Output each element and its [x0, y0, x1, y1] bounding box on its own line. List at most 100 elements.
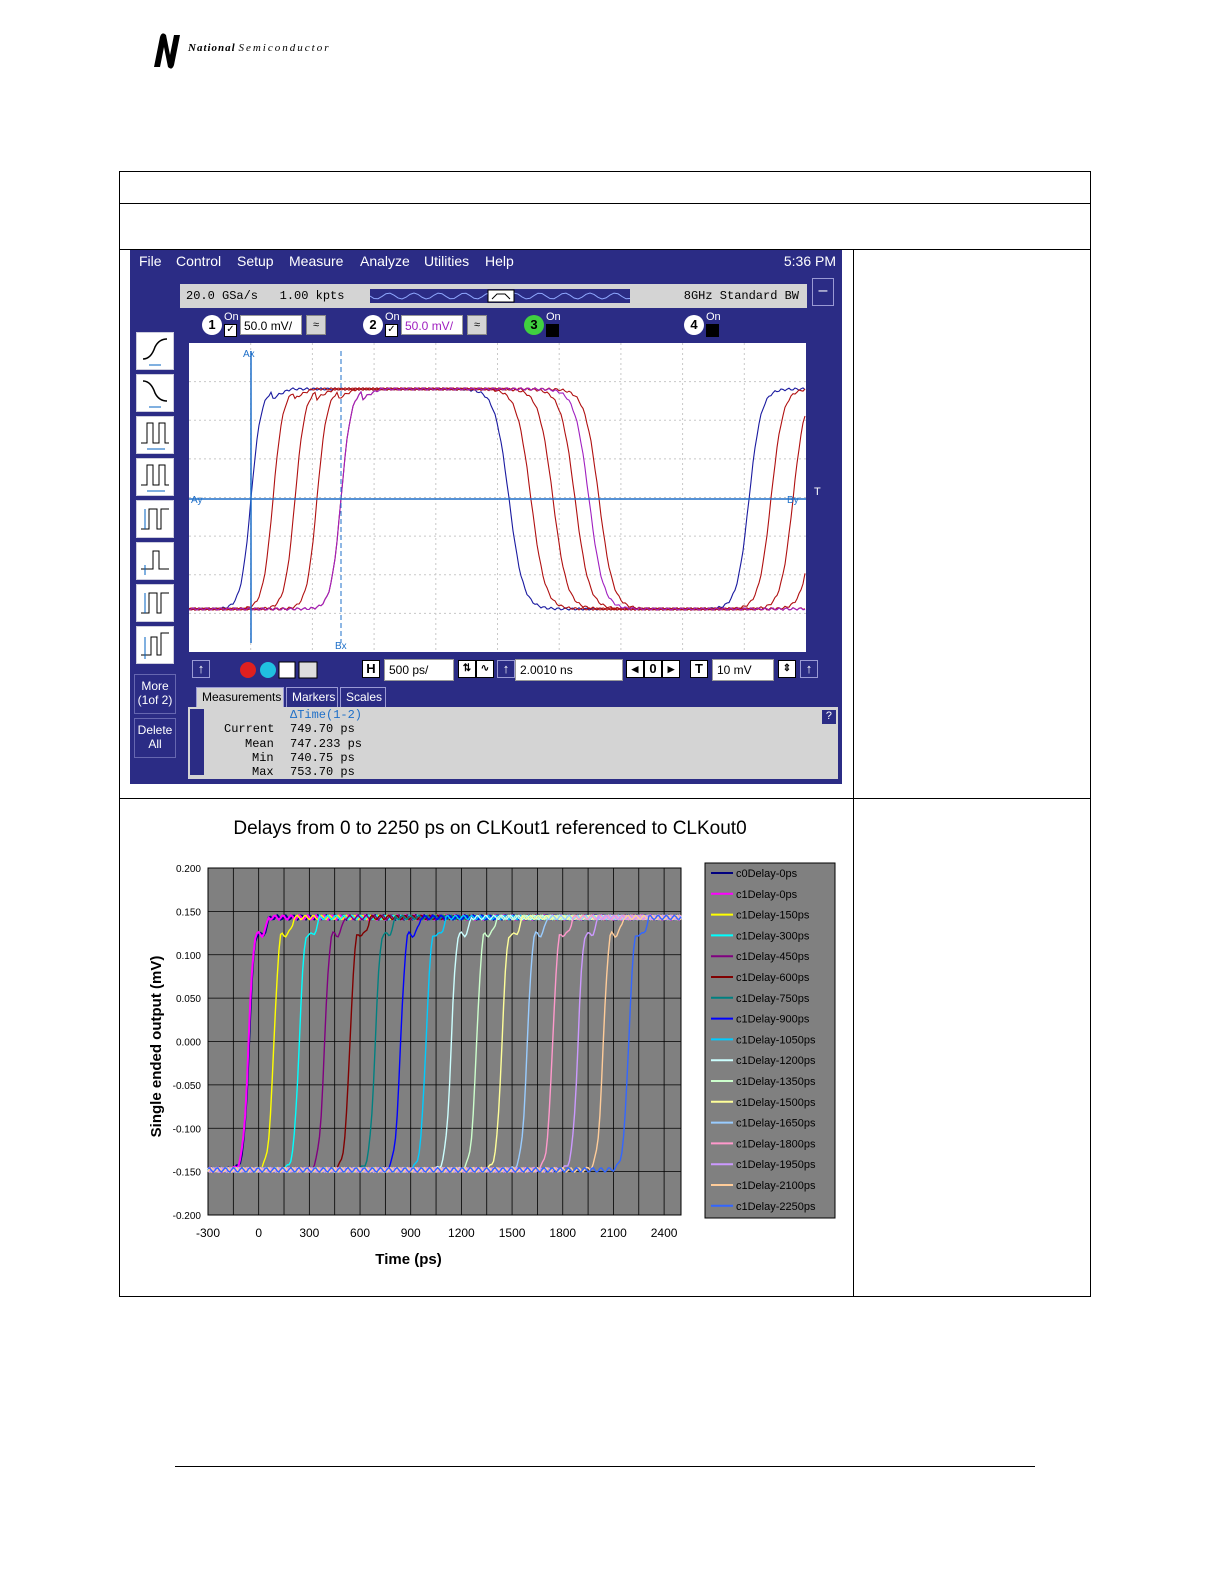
menu-utilities[interactable]: Utilities — [424, 253, 470, 269]
print-icon[interactable] — [298, 661, 318, 679]
trigger-icon: T — [690, 660, 708, 678]
measurement-name: ΔTime(1-2) — [290, 708, 363, 722]
menu-setup[interactable]: Setup — [237, 253, 274, 269]
channel-1-checkbox[interactable]: ✓ — [224, 324, 237, 337]
channel-1-scale[interactable]: 50.0 mV/ — [240, 315, 302, 335]
channel-2-coupling-icon[interactable]: ≈ — [467, 315, 487, 335]
channel-3-number[interactable]: 3 — [524, 315, 544, 335]
menu-bar: File Control Setup Measure Analyze Utili… — [130, 250, 842, 274]
menu-analyze[interactable]: Analyze — [360, 253, 410, 269]
menu-measure[interactable]: Measure — [289, 253, 344, 269]
marker-bx-label: Bx — [335, 641, 347, 652]
delay-reference-field[interactable]: 0 — [644, 660, 662, 678]
legend-entry: c1Delay-300ps — [736, 930, 810, 942]
bandwidth-label: 8GHz Standard BW — [683, 289, 799, 303]
pulse-period-icon — [141, 422, 169, 450]
measurement-max-label: Max — [252, 765, 274, 779]
vpp-button[interactable] — [136, 584, 174, 622]
y-tick-label: -0.100 — [173, 1124, 202, 1135]
trigger-level-indicator[interactable]: T — [814, 486, 821, 498]
run-icon[interactable] — [260, 662, 276, 678]
channel-3-checkbox[interactable] — [546, 324, 559, 337]
delay-increase-arrow-icon[interactable]: ▸ — [662, 660, 680, 678]
national-semiconductor-logo: National Semiconductor — [150, 25, 330, 75]
menu-file[interactable]: File — [139, 253, 162, 269]
measurement-scrollbar[interactable] — [190, 709, 204, 775]
chart-title: Delays from 0 to 2250 ps on CLKout1 refe… — [233, 818, 747, 839]
y-tick-label: 0.150 — [176, 907, 201, 918]
tab-markers[interactable]: Markers — [286, 687, 338, 707]
marker-by-label: By — [787, 495, 799, 506]
measurement-panel: ΔTime(1-2) Current 749.70 ps Mean 747.23… — [188, 707, 838, 779]
legend-box — [704, 862, 836, 1219]
frequency-button[interactable] — [136, 458, 174, 496]
waveform-overview-bar[interactable] — [369, 289, 631, 303]
x-tick-label: 300 — [299, 1226, 319, 1240]
legend-entry: c1Delay-1500ps — [736, 1097, 816, 1109]
legend-entry: c1Delay-2250ps — [736, 1201, 816, 1213]
national-logo-icon — [154, 33, 180, 69]
measurement-max-value: 753.70 ps — [290, 765, 355, 779]
channel-2-scale[interactable]: 50.0 mV/ — [401, 315, 463, 335]
trigger-level-field[interactable]: 10 mV — [712, 659, 774, 681]
marker-ax-label: Ax — [243, 349, 255, 360]
horizontal-scale-field[interactable]: 500 ps/ — [384, 659, 454, 681]
horizontal-wave-icon[interactable]: ∿ — [476, 660, 494, 678]
period-button[interactable] — [136, 416, 174, 454]
delete-all-button[interactable]: Delete All — [134, 718, 176, 758]
channel-4-number[interactable]: 4 — [684, 315, 704, 335]
logo-brand-rest: Semiconductor — [238, 42, 331, 54]
legend-entry: c1Delay-1350ps — [736, 1076, 816, 1088]
rise-time-button[interactable] — [136, 332, 174, 370]
stop-icon[interactable] — [240, 662, 256, 678]
measurement-mean-label: Mean — [245, 737, 274, 751]
legend-entry: c1Delay-1800ps — [736, 1138, 816, 1150]
waveform-display[interactable]: Ax Bx Ay By — [187, 341, 808, 654]
trigger-scroll-icon[interactable]: ↑ — [800, 660, 818, 678]
legend-entry: c1Delay-0ps — [736, 889, 798, 901]
channel-1-on-label: On — [224, 311, 239, 323]
rising-edge-icon — [142, 338, 168, 366]
channel-4-on-label: On — [706, 311, 721, 323]
pulse-frequency-icon — [141, 464, 169, 492]
menu-control[interactable]: Control — [176, 253, 222, 269]
x-tick-label: 2400 — [651, 1226, 678, 1240]
tab-measurements[interactable]: Measurements — [196, 687, 284, 707]
scroll-left-icon[interactable]: ↑ — [192, 660, 210, 678]
menu-help[interactable]: Help — [485, 253, 514, 269]
tab-scales[interactable]: Scales — [340, 687, 386, 707]
x-tick-label: 600 — [350, 1226, 370, 1240]
table-row-divider — [120, 249, 1090, 250]
horizontal-delay-field[interactable]: 2.0010 ns — [515, 659, 623, 681]
marker-ay-label: Ay — [191, 495, 203, 506]
legend-entry: c1Delay-1050ps — [736, 1034, 816, 1046]
minimize-button[interactable]: – — [812, 278, 834, 306]
amplitude-button[interactable] — [136, 542, 174, 580]
channel-2-on-label: On — [385, 311, 400, 323]
table-row-divider — [120, 798, 1090, 799]
channel-1-coupling-icon[interactable]: ≈ — [306, 315, 326, 335]
fall-time-button[interactable] — [136, 374, 174, 412]
channel-2-number[interactable]: 2 — [363, 315, 383, 335]
channel-4-checkbox[interactable] — [706, 324, 719, 337]
legend-entry: c1Delay-1950ps — [736, 1159, 816, 1171]
delay-icon[interactable]: ↑ — [497, 660, 515, 678]
measurement-current-label: Current — [224, 722, 275, 736]
help-button[interactable]: ? — [822, 710, 836, 724]
channel-1-number[interactable]: 1 — [202, 315, 222, 335]
pulse-width-button[interactable] — [136, 500, 174, 538]
delay-decrease-arrow-icon[interactable]: ◂ — [626, 660, 644, 678]
channel-bar: 1 On ✓ 50.0 mV/ ≈ 2 On ✓ 50.0 mV/ ≈ 3 On… — [188, 310, 834, 340]
single-icon[interactable] — [278, 661, 296, 679]
more-button[interactable]: More (1of 2) — [134, 674, 176, 714]
delta-time-icon — [141, 632, 169, 659]
x-tick-label: -300 — [196, 1226, 220, 1240]
legend-entry: c0Delay-0ps — [736, 868, 798, 880]
measurement-current-value: 749.70 ps — [290, 722, 355, 736]
horizontal-fine-icon[interactable]: ⇅ — [458, 660, 476, 678]
trigger-updown-icon[interactable]: ⇕ — [778, 660, 796, 678]
channel-2-checkbox[interactable]: ✓ — [385, 324, 398, 337]
scope-control-bar: ↑ H 500 ps/ ⇅ ∿ ↑ 2.0010 ns ◂ 0 ▸ T 10 m… — [190, 658, 836, 684]
delta-time-button[interactable] — [136, 626, 174, 664]
legend-entry: c1Delay-1650ps — [736, 1118, 816, 1130]
